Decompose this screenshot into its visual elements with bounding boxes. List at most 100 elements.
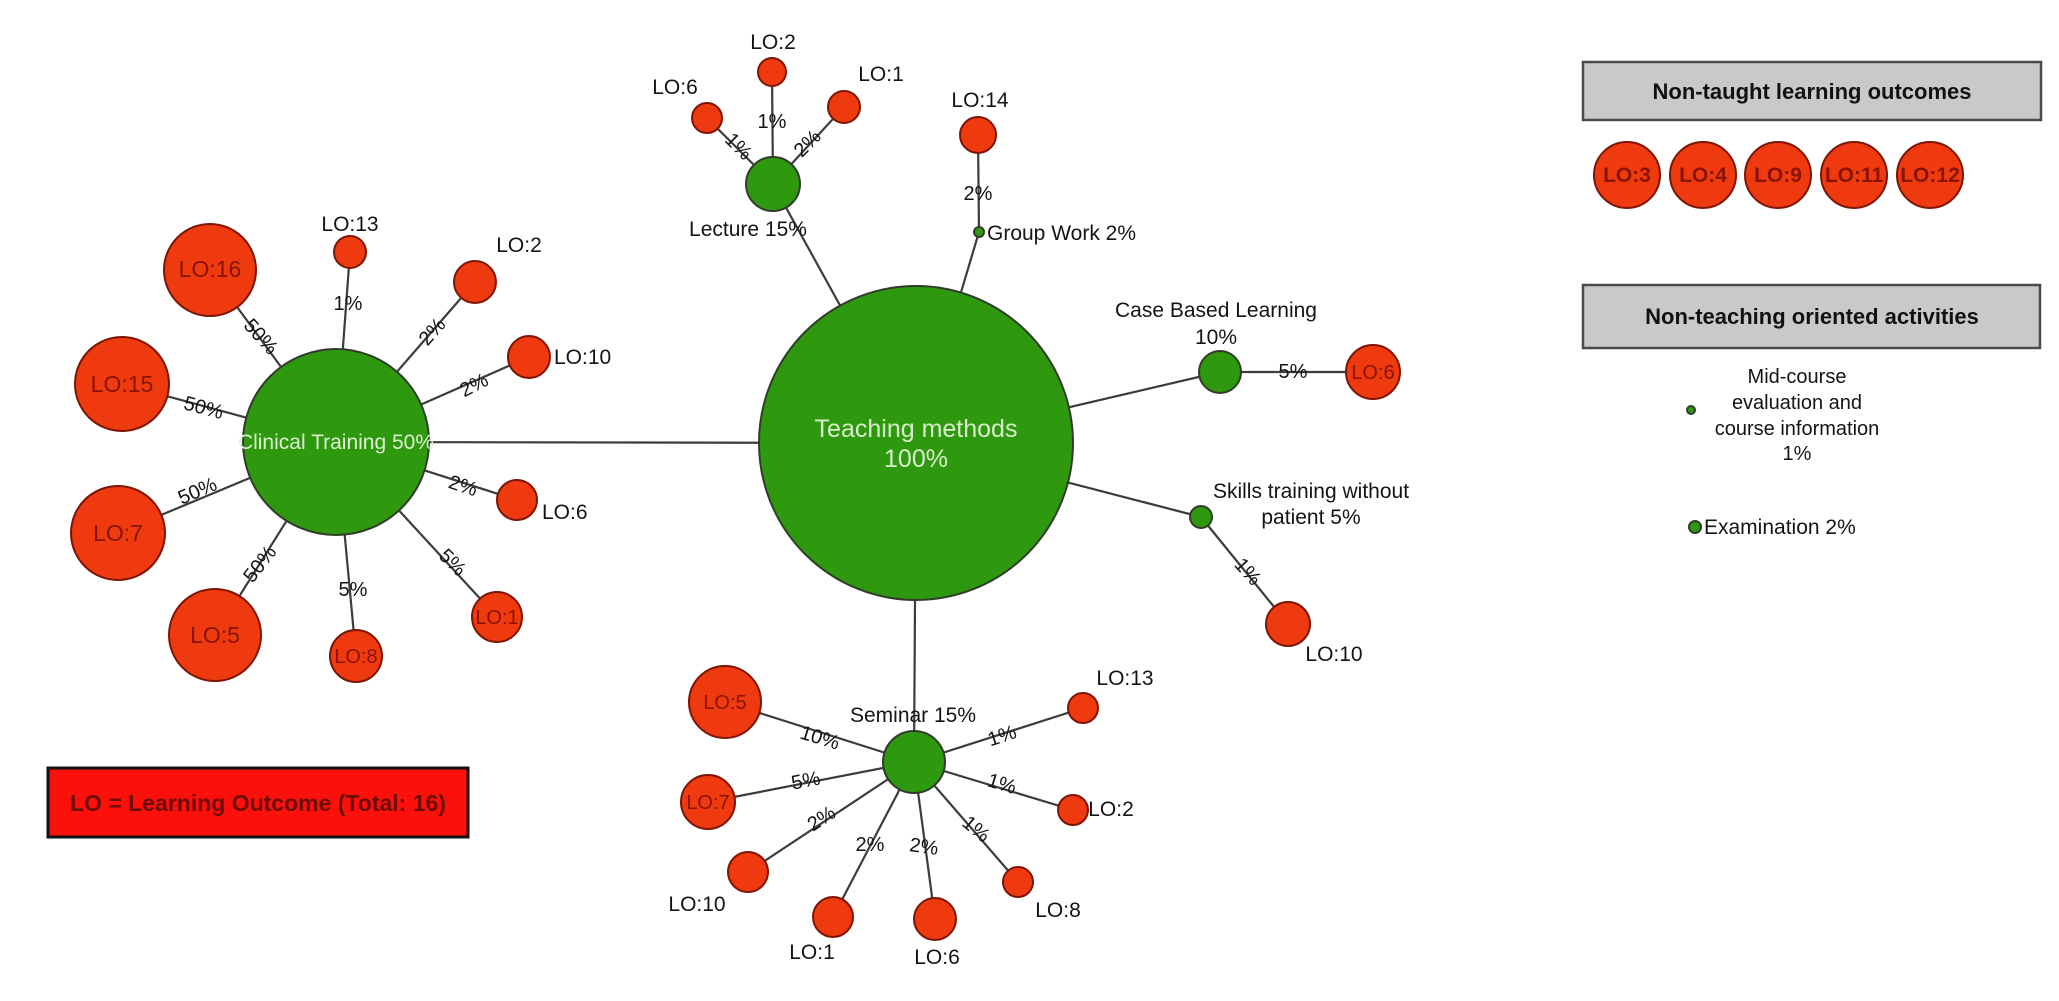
examination-label: Examination 2%: [1704, 516, 1856, 539]
edge-pct: 2%: [908, 834, 940, 860]
node-lecture-lo6: [691, 102, 723, 134]
casebased-pct: 10%: [1195, 326, 1237, 349]
lo-label: LO:14: [951, 89, 1009, 112]
node-clinical-lo6: [496, 479, 538, 521]
edge-pct: 1%: [334, 293, 363, 315]
node-case-based-learning: [1198, 350, 1242, 394]
edge-pct: 2%: [446, 471, 480, 501]
node-clinical-lo2: [453, 260, 497, 304]
casebased-labels: Case Based Learning 10% 5% LO:6: [1115, 299, 1395, 384]
lo-label: LO:8: [334, 646, 377, 668]
legend: LO = Learning Outcome (Total: 16): [46, 766, 470, 839]
edge-pct: 2%: [964, 183, 993, 205]
edge-pct: 2%: [456, 369, 492, 402]
node-clinical-lo5: [168, 588, 262, 682]
edge-pct: 5%: [1279, 361, 1308, 383]
node-casebased-lo6: [1345, 344, 1401, 400]
red-nodes: [70, 57, 1964, 941]
non-taught-title: Non-taught learning outcomes: [1653, 79, 1972, 104]
skills-title-line2: patient 5%: [1261, 506, 1360, 529]
edge-pct: 5%: [790, 768, 823, 795]
node-seminar-lo8: [1002, 866, 1034, 898]
node-skills-lo10: [1265, 601, 1311, 647]
lo-label: LO:15: [91, 371, 154, 397]
clinical-training-label: Clinical Training 50%: [238, 431, 434, 454]
lo-label: LO:7: [93, 520, 143, 546]
lo-label: LO:13: [1096, 667, 1153, 690]
node-panel-lo9: [1744, 141, 1812, 209]
node-panel-lo4: [1669, 141, 1737, 209]
non-teaching-panel: Non-teaching oriented activities Mid-cou…: [1581, 283, 2042, 539]
edge-seminar-lo10: [747, 761, 915, 873]
lo-label: LO:8: [1035, 899, 1081, 922]
edge-pct: 1%: [958, 812, 994, 848]
node-clinical-lo16: [163, 223, 257, 317]
node-clinical-lo7: [70, 485, 166, 581]
legend-text: LO = Learning Outcome (Total: 16): [70, 790, 446, 816]
node-clinical-training: [242, 348, 430, 536]
node-seminar-lo7: [680, 774, 736, 830]
lecture-label: Lecture 15%: [689, 218, 807, 241]
mid-course-line: course information: [1715, 418, 1880, 440]
edge-pct: 1%: [985, 770, 1019, 800]
node-panel-lo12: [1896, 141, 1964, 209]
node-seminar-lo2: [1057, 794, 1089, 826]
edge-seminar-lo7: [707, 760, 915, 804]
node-teaching-methods: [758, 285, 1074, 601]
teaching-methods-pct: 100%: [884, 445, 948, 473]
node-seminar-lo13: [1067, 692, 1099, 724]
node-skills-training: [1189, 505, 1213, 529]
edge-pct: 10%: [797, 722, 842, 755]
node-seminar-lo10: [727, 851, 769, 893]
seminar-label: Seminar 15%: [850, 704, 976, 727]
lo-label: LO:6: [914, 946, 960, 969]
mid-course-line: Mid-course: [1748, 366, 1847, 388]
node-seminar: [882, 730, 946, 794]
lo-label: LO:9: [1754, 164, 1802, 187]
lo-label: LO:10: [668, 893, 725, 916]
lo-label: LO:1: [789, 941, 835, 964]
node-clinical-lo15: [74, 336, 170, 432]
edge-pct: 50%: [239, 542, 281, 587]
node-clinical-lo1: [471, 591, 523, 643]
lo-label: LO:12: [1900, 164, 1960, 187]
edge-pct: 1%: [720, 129, 756, 165]
edge-pct: 1%: [758, 111, 787, 133]
lo-label: LO:6: [542, 501, 588, 524]
mid-course-line: evaluation and: [1732, 392, 1862, 414]
node-seminar-lo1: [812, 896, 854, 938]
lo-label: LO:2: [1088, 798, 1134, 821]
green-nodes: [242, 156, 1702, 794]
lo-label: LO:5: [190, 622, 240, 648]
node-lecture-lo2: [757, 57, 787, 87]
groupwork-label: Group Work 2%: [987, 222, 1136, 245]
lo-label: LO:10: [554, 346, 611, 369]
node-group-work: [973, 226, 985, 238]
lo-label: LO:11: [1825, 164, 1884, 187]
edge-pct: 50%: [175, 473, 221, 509]
edge-pct: 5%: [434, 545, 470, 581]
lo-label: LO:16: [179, 256, 242, 282]
node-clinical-lo13: [333, 235, 367, 269]
lo-label: LO:13: [321, 213, 378, 236]
lo-label: LO:4: [1679, 164, 1727, 187]
lo-label: LO:6: [1351, 362, 1394, 384]
skills-title-line1: Skills training without: [1213, 480, 1409, 503]
edge-pct: 5%: [339, 579, 368, 601]
mid-course-pct: 1%: [1783, 443, 1812, 465]
teaching-methods-label: Teaching methods: [815, 415, 1018, 443]
lo-label: LO:3: [1603, 164, 1651, 187]
node-lecture-lo1: [827, 90, 861, 124]
lo-label: LO:5: [703, 692, 746, 714]
non-taught-title-box: [1581, 60, 2043, 122]
groupwork-labels: Group Work 2% LO:14 2%: [951, 89, 1136, 245]
lo-label: LO:1: [475, 607, 518, 629]
node-examination-dot: [1688, 520, 1702, 534]
non-taught-panel: Non-taught learning outcomes LO:3 LO:4 L…: [1581, 60, 2043, 187]
node-seminar-lo5: [688, 665, 762, 739]
non-teaching-title-box: [1581, 283, 2042, 350]
lo-label: LO:2: [496, 234, 542, 257]
node-seminar-lo6: [913, 897, 957, 941]
